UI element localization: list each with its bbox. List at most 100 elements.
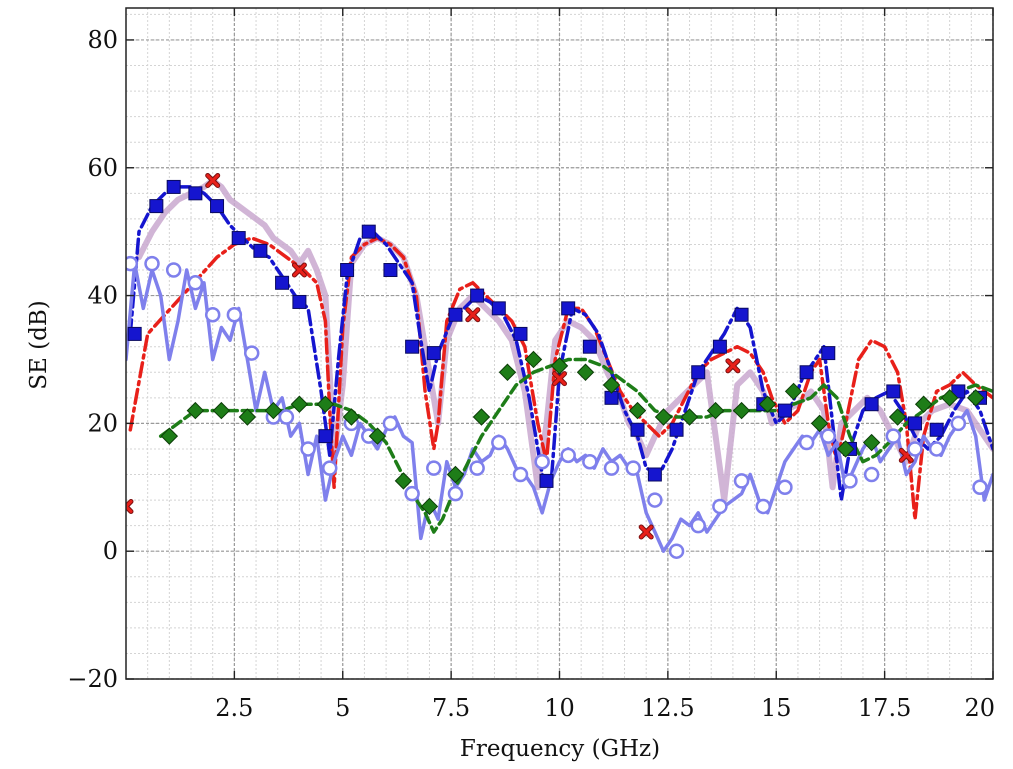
cross-marker	[725, 358, 741, 374]
circle-marker	[447, 485, 464, 502]
square-marker	[340, 263, 355, 278]
square-marker	[292, 294, 307, 309]
square-marker	[630, 422, 645, 437]
circle-marker	[204, 306, 221, 323]
square-marker	[777, 403, 792, 418]
diamond-marker	[368, 427, 387, 445]
y-axis-label: SE (dB)	[26, 300, 52, 389]
x-tick-label: 5	[335, 694, 350, 722]
y-tick-label: 80	[87, 26, 118, 54]
diamond-marker	[888, 408, 907, 426]
diamond-marker	[862, 433, 881, 452]
circle-marker	[625, 460, 641, 476]
circle-marker	[863, 466, 880, 483]
circle-marker	[560, 447, 576, 464]
square-marker	[405, 339, 420, 354]
diamond-marker	[394, 472, 413, 490]
circle-marker	[755, 498, 771, 515]
diamond-marker	[524, 350, 543, 369]
circle-marker	[126, 255, 139, 272]
circle-marker	[491, 434, 507, 451]
circle-marker	[603, 460, 620, 476]
square-marker	[426, 346, 441, 361]
circle-marker	[842, 473, 858, 489]
diamond-marker	[758, 395, 777, 413]
diamond-marker	[316, 395, 335, 413]
y-tick-label: 0	[103, 537, 118, 565]
square-marker	[188, 186, 203, 201]
series-line-3	[128, 185, 993, 502]
diamond-marker	[654, 408, 673, 426]
square-marker	[712, 339, 727, 354]
circle-marker	[512, 466, 529, 483]
square-marker	[821, 346, 836, 361]
circle-marker	[144, 255, 160, 272]
circle-marker	[712, 498, 728, 515]
circle-marker	[777, 479, 793, 496]
square-marker	[470, 288, 485, 303]
x-tick-label: 2.5	[215, 694, 253, 722]
square-marker	[318, 429, 333, 444]
cross-marker	[638, 524, 654, 540]
marker-layer	[126, 173, 988, 559]
diamond-marker	[264, 401, 283, 420]
diamond-marker	[966, 389, 985, 407]
circle-marker	[690, 517, 706, 534]
diamond-marker	[498, 363, 517, 381]
square-marker	[275, 275, 290, 290]
circle-marker	[820, 428, 837, 444]
y-tick-label: 60	[87, 154, 118, 182]
square-marker	[539, 473, 554, 488]
axis-ticks	[126, 8, 994, 680]
circle-marker	[668, 543, 685, 559]
square-marker	[669, 422, 684, 437]
diamond-marker	[160, 427, 179, 445]
y-tick-label: 20	[87, 409, 118, 437]
square-marker	[647, 467, 662, 482]
square-marker	[231, 231, 246, 246]
circle-marker	[382, 415, 399, 432]
square-marker	[149, 199, 164, 214]
circle-marker	[243, 345, 260, 361]
x-tick-label: 10	[544, 694, 575, 722]
square-marker	[691, 365, 706, 380]
circle-marker	[404, 485, 420, 502]
diamond-marker	[706, 401, 725, 420]
square-marker	[864, 397, 879, 412]
circle-marker	[534, 453, 550, 470]
diamond-marker	[836, 440, 855, 458]
diamond-marker	[290, 395, 309, 413]
circle-marker	[907, 441, 923, 457]
diamond-marker	[576, 363, 595, 381]
diamond-marker	[810, 414, 829, 433]
square-marker	[210, 199, 225, 214]
cross-marker	[291, 262, 307, 278]
square-marker	[361, 224, 376, 239]
diamond-marker	[914, 395, 933, 413]
square-marker	[734, 307, 749, 322]
diamond-marker	[940, 389, 959, 407]
square-marker	[383, 263, 398, 278]
circle-marker	[226, 306, 243, 323]
diamond-marker	[446, 465, 465, 484]
square-marker	[253, 243, 268, 258]
x-tick-label: 17.5	[858, 694, 911, 722]
x-tick-label: 15	[761, 694, 792, 722]
x-tick-label: 7.5	[432, 694, 470, 722]
circle-marker	[187, 275, 204, 291]
circle-marker	[885, 428, 902, 444]
square-marker	[907, 416, 922, 431]
circle-marker	[950, 415, 967, 432]
square-marker	[799, 365, 814, 380]
diamond-marker	[602, 376, 621, 394]
diamond-marker	[186, 401, 205, 420]
diamond-marker	[420, 497, 439, 516]
circle-marker	[321, 460, 338, 476]
circle-marker	[426, 460, 442, 476]
square-marker	[561, 301, 576, 316]
square-marker	[166, 179, 181, 194]
x-tick-label: 20	[964, 694, 995, 722]
square-marker	[513, 326, 528, 341]
cross-marker	[552, 371, 567, 387]
